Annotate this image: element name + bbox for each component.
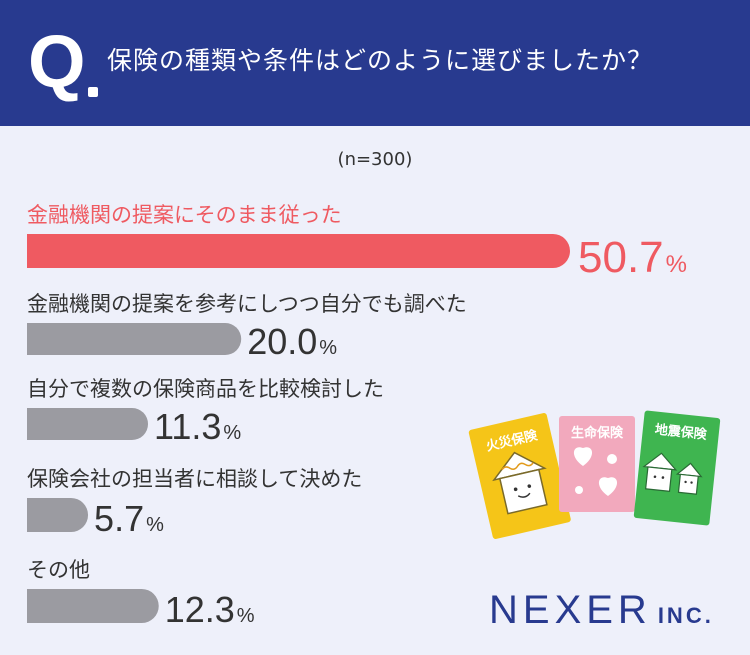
q-letter: Q [28, 20, 86, 103]
card-life-label: 生命保険 [571, 425, 624, 441]
value-unit: % [237, 605, 255, 627]
value-unit: % [146, 514, 164, 536]
category-label: その他 [27, 558, 90, 582]
bar-left-edge [27, 498, 44, 532]
bar-left-edge [27, 234, 44, 268]
house-icon [492, 451, 548, 515]
bar [27, 589, 159, 623]
houses-icon [642, 452, 703, 495]
bar [27, 408, 149, 440]
card-earthquake-label: 地震保険 [654, 422, 708, 443]
value-unit: % [319, 337, 337, 359]
category-label: 保険会社の担当者に相談して決めた [27, 467, 362, 491]
sample-size: (n=300) [337, 149, 413, 170]
bar-left-edge [27, 408, 43, 440]
logo-sub-text: INC. [657, 603, 714, 628]
value-unit: % [666, 251, 687, 278]
logo-main-text: NEXER [489, 588, 652, 632]
q-dot [88, 87, 98, 97]
value-unit: % [223, 422, 241, 444]
header-banner: Q 保険の種類や条件はどのように選びましたか？ [0, 0, 750, 126]
category-label: 金融機関の提案を参考にしつつ自分でも調べた [27, 292, 467, 316]
heart-icon [573, 447, 618, 496]
category-label: 自分で複数の保険商品を比較検討した [27, 377, 384, 401]
card-life-insurance: 生命保険 [559, 416, 635, 512]
value-label: 11.3% [154, 406, 241, 447]
company-logo: NEXER INC. [489, 588, 714, 641]
card-fire-insurance: 火災保険 [468, 413, 571, 539]
bar-left-edge [27, 323, 43, 355]
category-label: 金融機関の提案にそのまま従った [27, 203, 342, 227]
bar [27, 323, 242, 355]
bar [27, 234, 570, 268]
card-earthquake-insurance: 地震保険 [633, 410, 721, 526]
question-title: 保険の種類や条件はどのように選びましたか？ [107, 46, 654, 75]
bar-left-edge [27, 589, 44, 623]
